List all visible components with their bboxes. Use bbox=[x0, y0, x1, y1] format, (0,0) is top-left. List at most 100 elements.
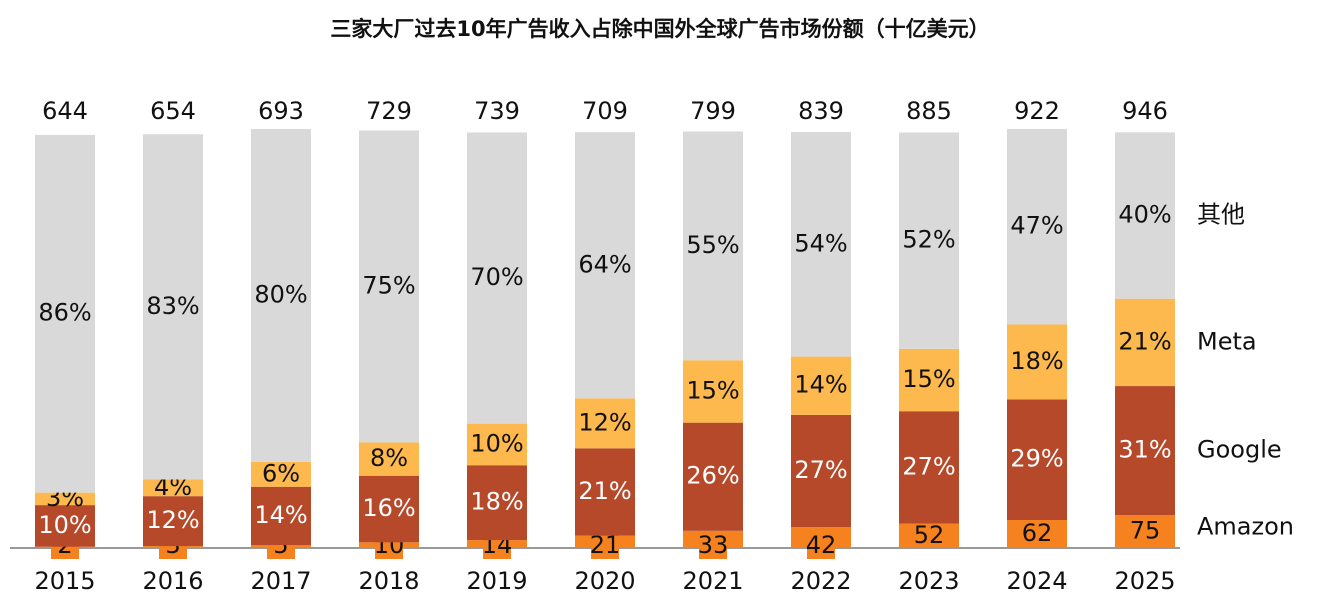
data-label: 15% bbox=[902, 365, 955, 393]
x-tick-label: 2017 bbox=[250, 567, 311, 595]
x-tick-label: 2021 bbox=[682, 567, 743, 595]
x-tick-label: 2023 bbox=[898, 567, 959, 595]
data-label: 70% bbox=[470, 263, 523, 291]
bar-segment bbox=[467, 423, 527, 466]
data-label: 15% bbox=[686, 376, 739, 404]
data-label: 52 bbox=[914, 521, 945, 549]
data-label: 86% bbox=[38, 299, 91, 327]
bar-segment bbox=[35, 492, 95, 506]
x-tick-label: 2016 bbox=[142, 567, 203, 595]
data-label: 6% bbox=[262, 459, 300, 487]
bar-segment bbox=[575, 398, 635, 449]
bar-segment bbox=[1115, 132, 1175, 299]
data-label: 40% bbox=[1118, 200, 1171, 228]
data-label: 83% bbox=[146, 292, 199, 320]
x-tick-label: 2018 bbox=[358, 567, 419, 595]
bar-segment bbox=[899, 523, 959, 548]
data-label: 54% bbox=[794, 229, 847, 257]
bar-segment bbox=[1007, 324, 1067, 400]
data-label: 55% bbox=[686, 231, 739, 259]
bar-segment bbox=[35, 134, 95, 493]
x-tick-label: 2019 bbox=[466, 567, 527, 595]
bar-segment bbox=[251, 461, 311, 487]
total-label: 922 bbox=[1014, 97, 1060, 125]
total-label: 654 bbox=[150, 97, 196, 125]
bar-segment bbox=[359, 130, 419, 443]
total-label: 946 bbox=[1122, 97, 1168, 125]
bar-segment bbox=[683, 360, 743, 423]
bar-segment bbox=[467, 465, 527, 541]
bar-segment bbox=[251, 486, 311, 545]
data-label: 18% bbox=[470, 488, 523, 516]
total-label: 885 bbox=[906, 97, 952, 125]
data-label: 47% bbox=[1010, 212, 1063, 240]
data-label: 21% bbox=[578, 477, 631, 505]
total-label: 693 bbox=[258, 97, 304, 125]
data-label: 18% bbox=[1010, 347, 1063, 375]
x-tick-label: 2015 bbox=[34, 567, 95, 595]
bar-segment bbox=[683, 131, 743, 361]
total-label: 799 bbox=[690, 97, 736, 125]
x-tick-label: 2025 bbox=[1114, 567, 1175, 595]
bar-segment bbox=[1007, 399, 1067, 521]
data-label: 12% bbox=[146, 506, 199, 534]
total-label: 729 bbox=[366, 97, 412, 125]
bar-segment bbox=[251, 128, 311, 462]
data-label: 80% bbox=[254, 280, 307, 308]
bar-segment bbox=[143, 496, 203, 547]
total-label: 709 bbox=[582, 97, 628, 125]
bar-segment bbox=[35, 505, 95, 547]
legend-label: 其他 bbox=[1197, 200, 1245, 228]
bar-segment bbox=[1007, 520, 1067, 548]
data-label: 27% bbox=[794, 456, 847, 484]
bar-segment bbox=[1007, 128, 1067, 325]
total-label: 839 bbox=[798, 97, 844, 125]
data-label: 10% bbox=[38, 511, 91, 539]
data-label: 75% bbox=[362, 271, 415, 299]
data-label: 64% bbox=[578, 250, 631, 278]
bar-segment bbox=[359, 475, 419, 543]
legend-label: Meta bbox=[1197, 327, 1257, 355]
data-label: 21% bbox=[1118, 327, 1171, 355]
bar-segment bbox=[1115, 515, 1175, 548]
chart-title: 三家大厂过去10年广告收入占除中国外全球广告市场份额（十亿美元） bbox=[330, 17, 989, 41]
total-label: 739 bbox=[474, 97, 520, 125]
data-label: 10% bbox=[470, 429, 523, 457]
bar-segment bbox=[899, 411, 959, 524]
label-box bbox=[699, 533, 727, 559]
legend-label: Google bbox=[1197, 436, 1282, 464]
bar-segment bbox=[791, 414, 851, 528]
data-label: 12% bbox=[578, 408, 631, 436]
bar-segment bbox=[467, 132, 527, 424]
label-box bbox=[807, 533, 835, 559]
bar-segment bbox=[143, 134, 203, 480]
total-label: 644 bbox=[42, 97, 88, 125]
data-label: 75 bbox=[1130, 517, 1161, 545]
bar-segment bbox=[575, 132, 635, 399]
data-label: 26% bbox=[686, 462, 739, 490]
data-label: 14% bbox=[254, 501, 307, 529]
x-tick-label: 2020 bbox=[574, 567, 635, 595]
bar-segment bbox=[791, 356, 851, 415]
bar-segment bbox=[1115, 386, 1175, 516]
legend-label: Amazon bbox=[1197, 513, 1294, 541]
data-label: 31% bbox=[1118, 436, 1171, 464]
data-label: 8% bbox=[370, 444, 408, 472]
bar-segment bbox=[899, 348, 959, 412]
bar-segment bbox=[359, 442, 419, 476]
data-label: 62 bbox=[1022, 519, 1053, 547]
data-label: 27% bbox=[902, 452, 955, 480]
bar-segment bbox=[791, 131, 851, 357]
data-label: 16% bbox=[362, 494, 415, 522]
data-label: 29% bbox=[1010, 445, 1063, 473]
bar-segment bbox=[143, 479, 203, 497]
bar-segment bbox=[575, 448, 635, 536]
x-tick-label: 2022 bbox=[790, 567, 851, 595]
label-box bbox=[591, 533, 619, 559]
x-tick-label: 2024 bbox=[1006, 567, 1067, 595]
data-label: 14% bbox=[794, 371, 847, 399]
data-label: 52% bbox=[902, 226, 955, 254]
data-label: 42 bbox=[806, 531, 837, 559]
bar-segment bbox=[683, 422, 743, 531]
